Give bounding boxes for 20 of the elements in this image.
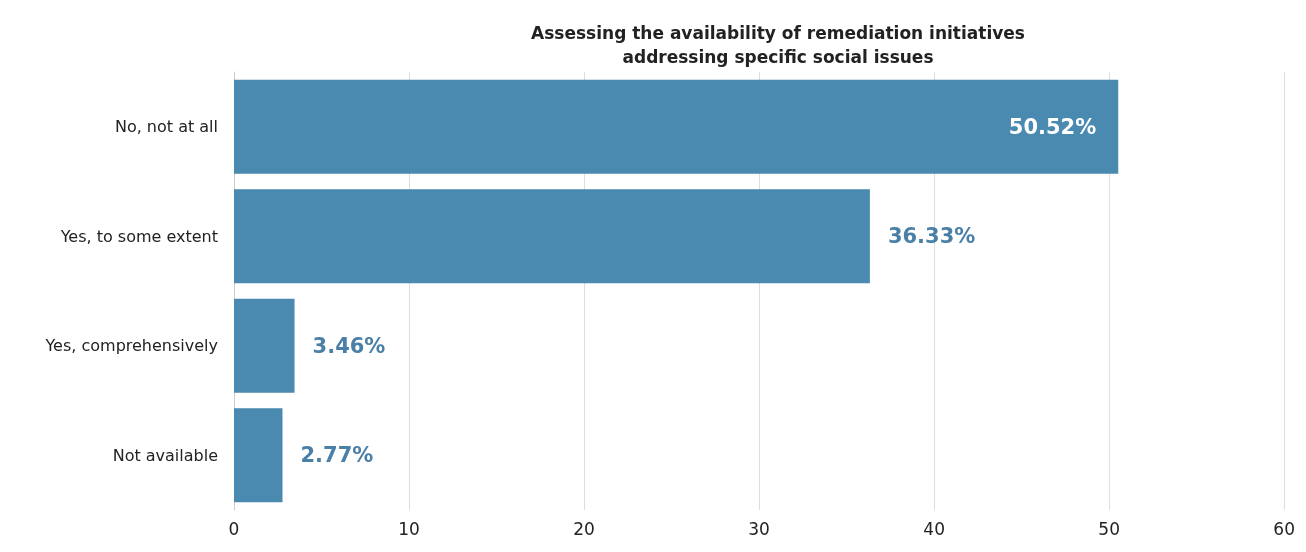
x-tick-label: 30 <box>748 518 770 539</box>
data-label: 36.33% <box>887 224 976 249</box>
data-label: 50.52% <box>1008 114 1097 139</box>
x-tick-label: 10 <box>398 518 420 539</box>
bar <box>234 298 295 393</box>
y-tick-label: Yes, to some extent <box>59 226 218 246</box>
x-tick-label: 40 <box>923 518 945 539</box>
bar <box>234 189 870 284</box>
y-tick-label: No, not at all <box>114 117 218 137</box>
x-tick-label: 0 <box>228 518 240 539</box>
y-tick-label: Yes, comprehensively <box>44 336 218 356</box>
chart-title: Assessing the availability of remediation initiatives addressing specific social issues <box>531 23 1025 67</box>
x-tick-label: 20 <box>573 518 595 539</box>
bar <box>234 408 283 503</box>
x-tick-label: 50 <box>1098 518 1120 539</box>
bar <box>234 79 1119 174</box>
data-label: 2.77% <box>300 443 374 468</box>
x-tick-label: 60 <box>1273 518 1295 539</box>
y-tick-label: Not available <box>112 445 218 465</box>
data-label: 3.46% <box>312 333 386 358</box>
